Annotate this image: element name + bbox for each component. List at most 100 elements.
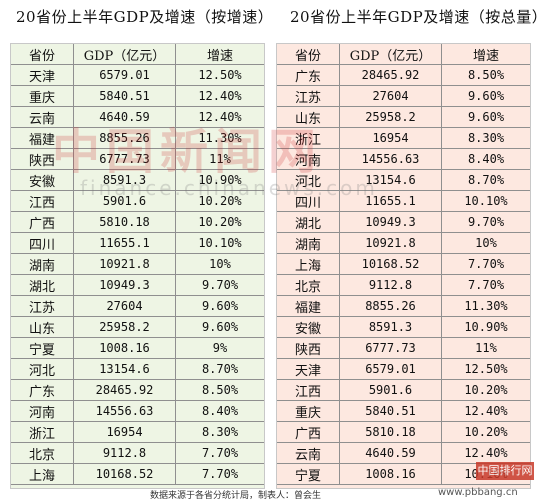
table-row: 江西 5901.6 10.20% <box>11 190 264 212</box>
province-cell: 浙江 <box>11 421 74 443</box>
province-cell: 云南 <box>11 106 74 128</box>
site-url: www.pbbang.cn <box>438 487 518 498</box>
gdp-cell: 16954 <box>339 127 442 149</box>
gdp-cell: 14556.63 <box>73 400 176 422</box>
table-row: 上海 10168.52 7.70% <box>277 253 530 275</box>
gdp-cell: 9112.8 <box>73 442 176 464</box>
table-row: 广东 28465.92 8.50% <box>11 379 264 401</box>
growth-cell: 10.90% <box>441 316 530 338</box>
table-row: 江西 5901.6 10.20% <box>277 379 530 401</box>
province-cell: 上海 <box>11 463 74 485</box>
gdp-cell: 8855.26 <box>73 127 176 149</box>
site-logo: 中国排行网 <box>476 462 534 480</box>
province-cell: 陕西 <box>11 148 74 170</box>
province-cell: 浙江 <box>277 127 340 149</box>
growth-cell: 12.40% <box>441 400 530 422</box>
gdp-cell: 6777.73 <box>73 148 176 170</box>
table-row: 湖北 10949.3 9.70% <box>11 274 264 296</box>
gdp-cell: 16954 <box>73 421 176 443</box>
gdp-cell: 5901.6 <box>339 379 442 401</box>
gdp-cell: 5840.51 <box>339 400 442 422</box>
gdp-cell: 10949.3 <box>73 274 176 296</box>
province-cell: 河南 <box>277 148 340 170</box>
gdp-cell: 25958.2 <box>73 316 176 338</box>
growth-cell: 8.30% <box>441 127 530 149</box>
header-row: 省份 GDP（亿元） 增速 <box>11 44 264 65</box>
growth-header: 增速 <box>175 44 264 65</box>
province-cell: 湖北 <box>11 274 74 296</box>
source-footnote: 数据来源于各省分统计局，制表人：曾会生 <box>150 491 322 501</box>
growth-cell: 10% <box>175 253 264 275</box>
province-cell: 四川 <box>277 190 340 212</box>
growth-cell: 9.60% <box>175 295 264 317</box>
table-row: 江苏 27604 9.60% <box>11 295 264 317</box>
growth-cell: 10.10% <box>175 232 264 254</box>
gdp-cell: 13154.6 <box>73 358 176 380</box>
table-row: 北京 9112.8 7.70% <box>11 442 264 464</box>
growth-cell: 7.70% <box>175 442 264 464</box>
table-row: 浙江 16954 8.30% <box>277 127 530 149</box>
province-cell: 广西 <box>11 211 74 233</box>
growth-cell: 9.70% <box>441 211 530 233</box>
table-row: 福建 8855.26 11.30% <box>277 295 530 317</box>
province-cell: 上海 <box>277 253 340 275</box>
table-row: 北京 9112.8 7.70% <box>277 274 530 296</box>
province-cell: 云南 <box>277 442 340 464</box>
province-cell: 湖北 <box>277 211 340 233</box>
growth-cell: 8.50% <box>175 379 264 401</box>
growth-cell: 9.70% <box>175 274 264 296</box>
left-table-title: 20省份上半年GDP及增速（按增速） <box>16 8 274 26</box>
right-table-title: 20省份上半年GDP及增速（按总量） <box>290 8 540 26</box>
province-cell: 四川 <box>11 232 74 254</box>
table-row: 安徽 8591.3 10.90% <box>11 169 264 191</box>
growth-cell: 12.50% <box>175 64 264 86</box>
province-cell: 天津 <box>277 358 340 380</box>
right-table-body: 广东 28465.92 8.50% 江苏 27604 9.60% 山东 25958.2 9.60… <box>277 64 530 485</box>
growth-cell: 11.30% <box>175 127 264 149</box>
header-row: 省份 GDP（亿元） 增速 <box>277 44 530 65</box>
province-cell: 宁夏 <box>277 463 340 485</box>
gdp-cell: 8855.26 <box>339 295 442 317</box>
table-row: 江苏 27604 9.60% <box>277 85 530 107</box>
table-row: 湖南 10921.8 10% <box>11 253 264 275</box>
growth-cell: 10.20% <box>441 379 530 401</box>
province-cell: 河北 <box>277 169 340 191</box>
gdp-cell: 14556.63 <box>339 148 442 170</box>
growth-cell: 9.60% <box>441 106 530 128</box>
gdp-cell: 8591.3 <box>73 169 176 191</box>
gdp-by-growth-table: 省份 GDP（亿元） 增速 天津 6579.01 12.50% 重庆 5840.51 12… <box>11 44 264 485</box>
table-row: 广西 5810.18 10.20% <box>277 421 530 443</box>
growth-cell: 8.50% <box>441 64 530 86</box>
province-cell: 广西 <box>277 421 340 443</box>
table-row: 重庆 5840.51 12.40% <box>277 400 530 422</box>
growth-cell: 12.50% <box>441 358 530 380</box>
province-cell: 北京 <box>277 274 340 296</box>
left-table-panel: 省份 GDP（亿元） 增速 天津 6579.01 12.50% 重庆 5840.51 12… <box>10 43 265 489</box>
province-cell: 广东 <box>11 379 74 401</box>
province-cell: 安徽 <box>11 169 74 191</box>
table-row: 云南 4640.59 12.40% <box>277 442 530 464</box>
province-cell: 山东 <box>277 106 340 128</box>
growth-cell: 8.30% <box>175 421 264 443</box>
table-row: 陕西 6777.73 11% <box>11 148 264 170</box>
province-cell: 福建 <box>277 295 340 317</box>
table-row: 湖南 10921.8 10% <box>277 232 530 254</box>
province-cell: 广东 <box>277 64 340 86</box>
table-row: 广东 28465.92 8.50% <box>277 64 530 86</box>
gdp-cell: 13154.6 <box>339 169 442 191</box>
province-cell: 江西 <box>277 379 340 401</box>
province-cell: 江苏 <box>11 295 74 317</box>
table-row: 河南 14556.63 8.40% <box>277 148 530 170</box>
growth-cell: 7.70% <box>441 253 530 275</box>
table-row: 上海 10168.52 7.70% <box>11 463 264 485</box>
gdp-header: GDP（亿元） <box>73 44 176 65</box>
table-row: 河南 14556.63 8.40% <box>11 400 264 422</box>
table-row: 山东 25958.2 9.60% <box>277 106 530 128</box>
table-row: 宁夏 1008.16 9% <box>11 337 264 359</box>
growth-cell: 8.40% <box>441 148 530 170</box>
province-cell: 山东 <box>11 316 74 338</box>
growth-cell: 10.20% <box>441 421 530 443</box>
province-cell: 河北 <box>11 358 74 380</box>
gdp-cell: 27604 <box>339 85 442 107</box>
gdp-cell: 1008.16 <box>339 463 442 485</box>
